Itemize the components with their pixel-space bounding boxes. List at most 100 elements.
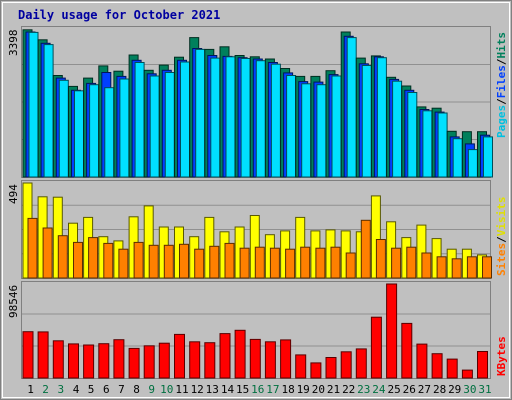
bar-pages-day-6 — [104, 87, 115, 178]
bar-kbytes-day-9 — [143, 345, 155, 379]
x-label-day-9: 9 — [148, 383, 155, 396]
bar-sites-day-8 — [133, 241, 144, 279]
bar-pages-day-23 — [361, 65, 372, 178]
bar-sites-day-14 — [224, 242, 235, 279]
bar-pages-day-10 — [164, 72, 175, 178]
x-label-day-21: 21 — [327, 383, 340, 396]
legend-hits: Hits — [495, 32, 508, 59]
bar-pages-day-31 — [483, 136, 493, 178]
bar-sites-day-29 — [451, 258, 462, 279]
bar-sites-day-24 — [375, 239, 386, 279]
bar-kbytes-day-27 — [416, 343, 428, 379]
x-label-day-15: 15 — [236, 383, 249, 396]
bar-pages-day-21 — [331, 75, 342, 178]
x-label-day-16: 16 — [251, 383, 264, 396]
bar-kbytes-day-23 — [355, 348, 367, 379]
bar-sites-day-3 — [57, 235, 68, 279]
bar-pages-day-1 — [28, 31, 39, 178]
bar-pages-day-3 — [58, 79, 69, 178]
bar-pages-day-22 — [346, 37, 357, 178]
bar-pages-day-18 — [286, 75, 297, 178]
bar-kbytes-day-14 — [219, 333, 231, 379]
bar-sites-day-10 — [163, 244, 174, 279]
bar-sites-day-16 — [254, 246, 265, 279]
bar-kbytes-day-20 — [310, 362, 322, 379]
bar-kbytes-day-3 — [52, 340, 64, 379]
bar-sites-day-13 — [209, 245, 220, 279]
x-label-day-29: 29 — [448, 383, 461, 396]
bar-sites-day-20 — [315, 247, 326, 279]
bar-sites-day-31 — [482, 256, 492, 279]
x-label-day-4: 4 — [73, 383, 80, 396]
x-label-day-17: 17 — [266, 383, 279, 396]
bar-pages-day-20 — [316, 84, 327, 178]
bar-kbytes-day-24 — [370, 316, 382, 379]
x-label-day-1: 1 — [27, 383, 34, 396]
bar-kbytes-day-8 — [128, 347, 140, 379]
x-label-day-6: 6 — [103, 383, 110, 396]
bar-sites-day-11 — [179, 243, 189, 279]
bar-sites-day-27 — [421, 252, 432, 279]
bar-sites-day-21 — [330, 246, 341, 279]
bar-pages-day-14 — [225, 56, 236, 178]
bar-pages-day-30 — [467, 149, 478, 178]
bar-kbytes-day-22 — [340, 351, 352, 379]
x-label-day-28: 28 — [433, 383, 446, 396]
bar-sites-day-18 — [285, 248, 296, 279]
bar-pages-day-13 — [210, 57, 221, 178]
x-label-day-11: 11 — [175, 383, 188, 396]
legend-sep-1: / — [495, 98, 508, 105]
bar-pages-day-17 — [270, 63, 281, 178]
bar-pages-day-8 — [134, 62, 145, 178]
legend-visits: Visits — [495, 197, 508, 237]
x-label-day-8: 8 — [133, 383, 140, 396]
x-label-day-14: 14 — [221, 383, 235, 396]
bar-kbytes-day-16 — [249, 338, 261, 379]
bar-sites-day-12 — [194, 248, 205, 279]
bar-kbytes-day-4 — [68, 343, 79, 379]
x-label-day-25: 25 — [387, 383, 400, 396]
bar-pages-day-4 — [74, 90, 84, 178]
legend-sep-2: / — [495, 58, 508, 65]
bar-kbytes-day-21 — [325, 357, 337, 379]
x-label-day-20: 20 — [312, 383, 325, 396]
x-label-day-31: 31 — [478, 383, 491, 396]
bar-pages-day-26 — [407, 92, 418, 178]
bar-sites-day-15 — [239, 247, 250, 279]
bars-layer — [22, 29, 493, 379]
x-label-day-18: 18 — [281, 383, 294, 396]
bar-sites-day-26 — [406, 246, 417, 279]
x-label-day-2: 2 — [42, 383, 49, 396]
bar-sites-day-28 — [436, 256, 447, 279]
bar-pages-day-25 — [392, 80, 403, 178]
bar-kbytes-day-13 — [204, 342, 216, 379]
bar-kbytes-day-1 — [22, 331, 34, 379]
bar-kbytes-day-19 — [295, 354, 307, 379]
bar-kbytes-day-5 — [83, 344, 95, 379]
chart-title: Daily usage for October 2021 — [18, 8, 220, 22]
legend-pages: Pages — [495, 105, 508, 138]
bar-pages-day-29 — [452, 138, 463, 178]
bar-pages-day-27 — [422, 110, 433, 178]
visits-max-label: 494 — [7, 184, 20, 204]
bar-sites-day-6 — [103, 242, 114, 279]
bar-kbytes-day-10 — [158, 342, 170, 379]
bar-kbytes-day-11 — [174, 333, 185, 379]
x-label-day-12: 12 — [191, 383, 204, 396]
bar-sites-day-4 — [73, 241, 83, 279]
bar-kbytes-day-31 — [477, 351, 488, 379]
bar-sites-day-2 — [42, 227, 53, 279]
x-label-day-26: 26 — [403, 383, 416, 396]
bar-pages-day-16 — [255, 60, 266, 178]
bar-pages-day-28 — [437, 112, 448, 178]
bar-kbytes-day-29 — [446, 358, 458, 379]
bar-kbytes-day-28 — [431, 353, 443, 379]
bar-kbytes-day-25 — [386, 283, 398, 379]
bar-kbytes-day-17 — [264, 341, 276, 379]
hits-max-label: 3398 — [7, 30, 20, 57]
bar-kbytes-day-30 — [461, 369, 473, 379]
bar-sites-day-23 — [360, 219, 371, 279]
bar-kbytes-day-12 — [189, 341, 201, 379]
